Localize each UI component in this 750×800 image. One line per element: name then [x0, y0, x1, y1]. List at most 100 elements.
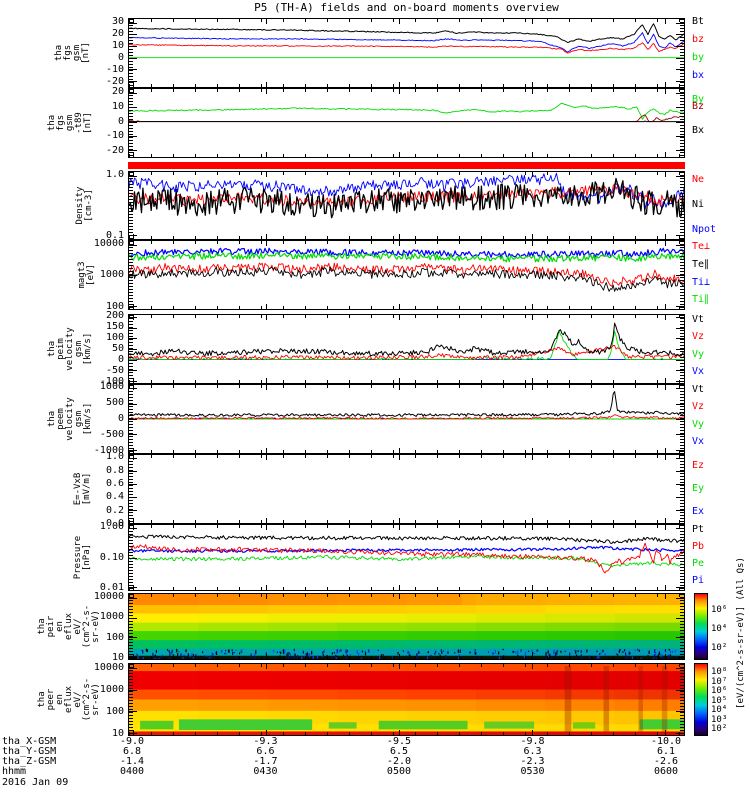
ylabel-efield: E=-VxB [mV/m]	[73, 472, 92, 506]
colorbar-tick: 10⁷	[711, 676, 728, 687]
ylabel-pressure: Pressure [nPa]	[73, 535, 92, 580]
ytick-label: 10000	[93, 591, 124, 603]
axis-value: 0500	[386, 766, 412, 777]
axis-value: -9.8	[520, 736, 545, 747]
ytick-label: 1.0	[105, 451, 124, 463]
axis-value: 6.6	[256, 746, 275, 757]
ytick-label: 100	[105, 300, 124, 312]
axis-value: -2.3	[520, 756, 545, 767]
fgs_gsm-plot-area	[129, 23, 684, 59]
ytick-label: 100	[105, 332, 124, 344]
ytick-label: 1000	[99, 381, 124, 393]
ylabel-peim_velocity: tha peim velocity gsm [km/s]	[47, 327, 93, 371]
legend-Bz: Bz	[692, 100, 705, 112]
ytick-label: 0.2	[105, 504, 124, 516]
ytick-label: 0	[117, 115, 124, 127]
legend-Vz: Vz	[692, 401, 705, 413]
ytick-label: -10	[105, 63, 124, 75]
ytick-label: 0.0	[105, 518, 124, 529]
axis-value: 0430	[253, 766, 278, 777]
ylabel-peir_spec: tha peir en eflux eV/ (cm^2-s- sr-eV)	[37, 604, 101, 649]
colorbar-tick: 10⁵	[711, 695, 728, 706]
fgs_gsm_t89-plot-area	[129, 102, 684, 123]
legend-Pe: Pe	[692, 558, 705, 570]
series-Vz	[129, 414, 684, 420]
peim_velocity-plot-area	[129, 322, 684, 361]
ytick-label: 10	[111, 727, 124, 739]
legend-Vx: Vx	[692, 436, 705, 448]
series-Vy	[129, 330, 684, 361]
legend-bz: bz	[692, 33, 705, 45]
ytick-label: 100	[105, 705, 124, 717]
panel-fgs_gsm_t89	[128, 88, 685, 158]
axis-value: -1.4	[119, 756, 145, 767]
legend-Pb: Pb	[692, 540, 705, 552]
colorbar-peir_spec	[694, 593, 708, 660]
ytick-label: 0.01	[99, 582, 124, 594]
series-Npot	[129, 172, 684, 211]
colorbar-peer_spec	[694, 663, 708, 736]
ylabel-fgs_gsm: tha fgs gsm [nT]	[54, 42, 91, 64]
series-Ti_perp	[129, 247, 684, 258]
ytick-label: 200	[105, 310, 124, 322]
legend-Vy: Vy	[692, 348, 705, 360]
series-Bx	[129, 120, 684, 123]
legend-Vt: Vt	[692, 313, 705, 325]
colorbar-tick: 10⁴	[711, 705, 728, 716]
ylabel-peer_spec: tha peer en eflux eV/ (cm^2-s- sr-eV)	[37, 677, 101, 722]
axis-value: 6.5	[389, 746, 408, 757]
ytick-label: -50	[105, 364, 124, 376]
panel-pressure	[128, 524, 685, 591]
series-Vt	[129, 391, 684, 417]
ylabel-magt3: magt3 [eV]	[77, 261, 96, 289]
ytick-label: 0.8	[105, 464, 124, 476]
panel-peem_velocity	[128, 384, 685, 454]
legend-Vx: Vx	[692, 366, 705, 378]
legend-Ni: Ni	[692, 198, 705, 210]
axis-row-label-hhmm: hhmm	[2, 766, 27, 777]
ytick-label: 10	[111, 39, 124, 51]
panel-efield	[128, 454, 685, 524]
axis-value: -9.0	[119, 736, 145, 747]
ylabel-fgs_gsm_t89: tha fgs gsm -t89 [nT]	[47, 112, 93, 134]
efield-plot-area	[129, 455, 684, 523]
pressure-plot-area	[129, 534, 684, 574]
ytick-label: 50	[111, 343, 124, 354]
axis-value: 0400	[119, 766, 145, 777]
series-Pe	[129, 554, 684, 568]
legend-Ti∥: Ti∥	[692, 294, 710, 306]
ytick-label: 20	[111, 27, 124, 39]
panel-peim_velocity	[128, 314, 685, 384]
colorbar-tick: 10²	[711, 724, 728, 735]
ytick-label: 0	[117, 413, 124, 424]
axis-row-label-tha_Z-GSM: tha_Z-GSM	[2, 756, 57, 767]
legend-Pi: Pi	[692, 574, 705, 586]
ytick-label: 30	[111, 15, 124, 27]
ytick-label: -100	[99, 375, 124, 387]
ytick-label: 1.00	[99, 521, 124, 533]
series-Te_perp	[129, 262, 684, 287]
ytick-label: 0.4	[105, 491, 124, 503]
ytick-label: 100	[105, 631, 124, 643]
ytick-label: -20	[105, 144, 124, 156]
axis-value: 0530	[520, 766, 545, 777]
series-Bz	[129, 114, 684, 123]
ytick-label: -500	[99, 428, 124, 440]
ytick-label: -10	[105, 130, 124, 142]
axis-value: 6.3	[523, 746, 542, 757]
ytick-label: 1000	[99, 269, 124, 281]
colorbar-tick: 10⁸	[711, 667, 728, 678]
legend-Te⊥: Te⊥	[692, 241, 711, 252]
colorbar-tick: 10⁶	[711, 686, 728, 697]
colorbar-tick: 10⁴	[711, 624, 728, 635]
ytick-label: 0	[117, 51, 124, 63]
legend-Npot: Npot	[692, 223, 717, 235]
legend-Pt: Pt	[692, 524, 705, 536]
date-label: 2016 Jan 09	[2, 777, 69, 788]
panel-peir_spec	[128, 593, 685, 660]
axis-value: 6.1	[656, 746, 676, 757]
legend-Ey: Ey	[692, 483, 705, 494]
series-By	[129, 102, 684, 120]
colorbar-tick: 10³	[711, 714, 728, 725]
